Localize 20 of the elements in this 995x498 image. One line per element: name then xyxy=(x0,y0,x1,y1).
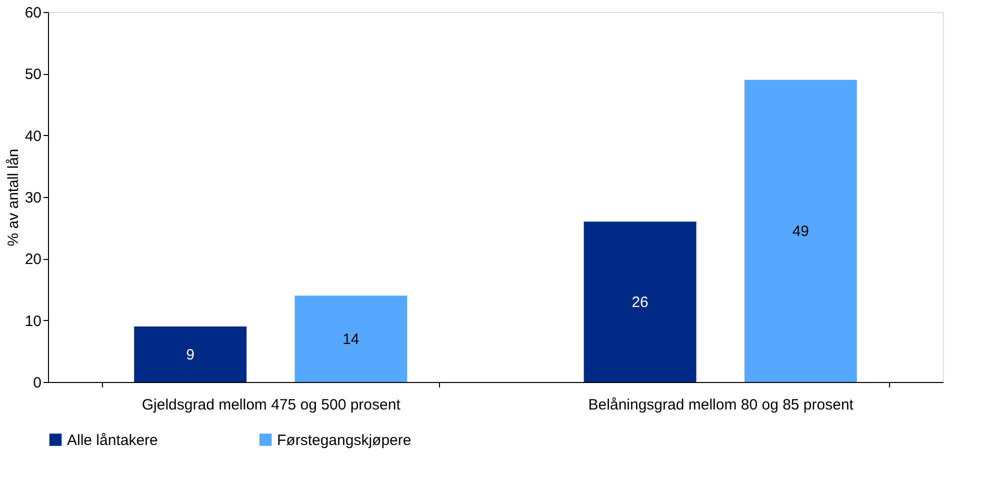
y-tick-label: 20 xyxy=(24,251,42,268)
bar xyxy=(744,80,857,382)
x-tick-label: Gjeldsgrad mellom 475 og 500 prosent xyxy=(142,396,402,414)
data-label: 26 xyxy=(632,294,648,311)
bar xyxy=(294,296,408,382)
y-tick-label: 50 xyxy=(24,66,42,84)
y-axis-title: % av antall lån xyxy=(4,148,22,246)
x-tick-label: Belåningsgrad mellom 80 og 85 prosent xyxy=(588,396,854,414)
legend-label: Førstegangskjøpere xyxy=(277,432,412,449)
y-tick-label: 40 xyxy=(24,128,42,145)
data-label: 14 xyxy=(342,330,360,348)
y-tick-label: 0 xyxy=(33,374,42,392)
data-label: 49 xyxy=(792,222,810,240)
data-label: 9 xyxy=(186,346,194,364)
bar xyxy=(584,222,696,382)
legend-label: Alle låntakere xyxy=(67,432,158,449)
y-tick-label: 10 xyxy=(24,312,42,330)
y-tick-label: 60 xyxy=(24,4,42,22)
bar xyxy=(134,326,247,382)
y-tick-label: 30 xyxy=(24,190,42,206)
